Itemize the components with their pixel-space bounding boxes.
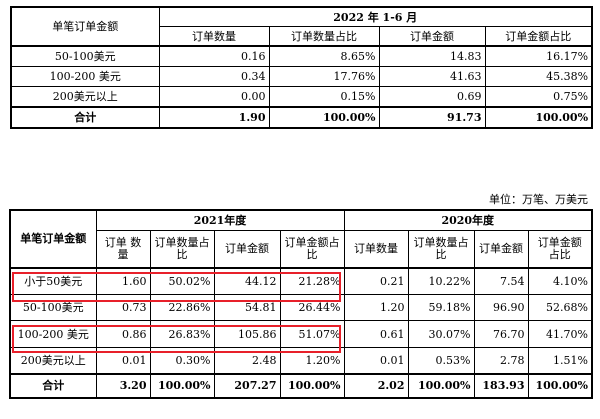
cell: 59.18% bbox=[407, 294, 475, 321]
total-cell: 100.00% bbox=[527, 372, 593, 398]
cell: 30.07% bbox=[407, 320, 475, 348]
period-header: 2022 年 1-6 月 bbox=[158, 6, 593, 27]
corner-header: 单笔订单金额 bbox=[9, 209, 97, 268]
cell: 0.15% bbox=[268, 86, 380, 108]
total-row: 合计 1.90 100.00% 91.73 100.00% bbox=[10, 106, 593, 129]
cell: 2.78 bbox=[473, 347, 529, 374]
cell: 2.48 bbox=[213, 347, 281, 374]
cell: 1.20 bbox=[343, 294, 409, 321]
cell: 0.01 bbox=[95, 347, 151, 374]
cell: 1.20% bbox=[279, 347, 345, 374]
row-label: 200美元以上 bbox=[9, 347, 97, 374]
total-cell: 100.00% bbox=[149, 372, 215, 398]
total-cell: 100.00% bbox=[279, 372, 345, 398]
column-header: 订单数量 bbox=[343, 230, 409, 268]
cell: 26.83% bbox=[149, 320, 215, 348]
cell: 105.86 bbox=[213, 320, 281, 348]
table-row: 100-200 美元 0.34 17.76% 41.63 45.38% bbox=[10, 66, 593, 87]
column-header: 订单金额 占比 bbox=[527, 230, 593, 268]
cell: 10.22% bbox=[407, 266, 475, 295]
cell: 26.44% bbox=[279, 294, 345, 321]
unit-note: 单位：万笔、万美元 bbox=[489, 193, 588, 206]
cell: 0.30% bbox=[149, 347, 215, 374]
total-cell: 100.00% bbox=[268, 106, 380, 129]
period-header-2021: 2021年度 bbox=[95, 209, 345, 231]
column-header: 订单金额占比 bbox=[484, 26, 593, 47]
row-label: 100-200 美元 bbox=[10, 66, 160, 87]
column-header: 订单金额 bbox=[213, 230, 281, 268]
cell: 21.28% bbox=[279, 266, 345, 295]
total-cell: 207.27 bbox=[213, 372, 281, 398]
cell: 17.76% bbox=[268, 66, 380, 87]
cell: 41.70% bbox=[527, 320, 593, 348]
cell: 0.86 bbox=[95, 320, 151, 348]
cell: 41.63 bbox=[378, 66, 486, 87]
cell: 0.75% bbox=[484, 86, 593, 108]
cell: 4.10% bbox=[527, 266, 593, 295]
table-row: 100-200 美元 0.86 26.83% 105.86 51.07% 0.6… bbox=[9, 320, 593, 348]
cell: 54.81 bbox=[213, 294, 281, 321]
column-header: 订单数量 bbox=[158, 26, 270, 47]
cell: 1.51% bbox=[527, 347, 593, 374]
table-2021-2020: 单笔订单金额 2021年度 2020年度 订单 数量 订单数量占比 订单金额 订… bbox=[9, 209, 593, 399]
cell: 0.21 bbox=[343, 266, 409, 295]
cell: 76.70 bbox=[473, 320, 529, 348]
total-cell: 100.00% bbox=[407, 372, 475, 398]
cell: 8.65% bbox=[268, 45, 380, 67]
column-header: 订单数量占比 bbox=[268, 26, 380, 47]
total-row: 合计 3.20 100.00% 207.27 100.00% 2.02 100.… bbox=[9, 372, 593, 398]
cell: 7.54 bbox=[473, 266, 529, 295]
column-header: 订单金额占比 bbox=[279, 230, 345, 268]
cell: 96.90 bbox=[473, 294, 529, 321]
cell: 1.60 bbox=[95, 266, 151, 295]
cell: 0.16 bbox=[158, 45, 270, 67]
table-row: 50-100美元 0.73 22.86% 54.81 26.44% 1.20 5… bbox=[9, 294, 593, 321]
row-label: 50-100美元 bbox=[10, 45, 160, 67]
total-cell: 91.73 bbox=[378, 106, 486, 129]
column-header: 订单金额 bbox=[378, 26, 486, 47]
cell: 0.34 bbox=[158, 66, 270, 87]
cell: 50.02% bbox=[149, 266, 215, 295]
table-row: 50-100美元 0.16 8.65% 14.83 16.17% bbox=[10, 45, 593, 67]
total-cell: 100.00% bbox=[484, 106, 593, 129]
table-row: 小于50美元 1.60 50.02% 44.12 21.28% 0.21 10.… bbox=[9, 266, 593, 295]
cell: 14.83 bbox=[378, 45, 486, 67]
row-label: 50-100美元 bbox=[9, 294, 97, 321]
cell: 0.00 bbox=[158, 86, 270, 108]
cell: 0.61 bbox=[343, 320, 409, 348]
column-header: 订单金额 bbox=[473, 230, 529, 268]
total-cell: 2.02 bbox=[343, 372, 409, 398]
cell: 0.73 bbox=[95, 294, 151, 321]
total-label: 合计 bbox=[10, 106, 160, 129]
cell: 16.17% bbox=[484, 45, 593, 67]
cell: 45.38% bbox=[484, 66, 593, 87]
total-label: 合计 bbox=[9, 372, 97, 398]
row-label: 200美元以上 bbox=[10, 86, 160, 108]
total-cell: 183.93 bbox=[473, 372, 529, 398]
column-header: 订单数量占比 bbox=[149, 230, 215, 268]
column-header: 订单数量占比 bbox=[407, 230, 475, 268]
cell: 0.53% bbox=[407, 347, 475, 374]
cell: 22.86% bbox=[149, 294, 215, 321]
total-cell: 3.20 bbox=[95, 372, 151, 398]
row-label: 小于50美元 bbox=[9, 266, 97, 295]
table-h1-2022: 单笔订单金额 2022 年 1-6 月 订单数量 订单数量占比 订单金额 订单金… bbox=[10, 6, 594, 129]
column-header: 订单 数量 bbox=[95, 230, 151, 268]
cell: 51.07% bbox=[279, 320, 345, 348]
cell: 52.68% bbox=[527, 294, 593, 321]
cell: 0.01 bbox=[343, 347, 409, 374]
cell: 44.12 bbox=[213, 266, 281, 295]
table-row: 200美元以上 0.01 0.30% 2.48 1.20% 0.01 0.53%… bbox=[9, 347, 593, 374]
total-cell: 1.90 bbox=[158, 106, 270, 129]
corner-header: 单笔订单金额 bbox=[10, 6, 160, 47]
cell: 0.69 bbox=[378, 86, 486, 108]
period-header-2020: 2020年度 bbox=[343, 209, 593, 231]
table-row: 200美元以上 0.00 0.15% 0.69 0.75% bbox=[10, 86, 593, 108]
row-label: 100-200 美元 bbox=[9, 320, 97, 348]
